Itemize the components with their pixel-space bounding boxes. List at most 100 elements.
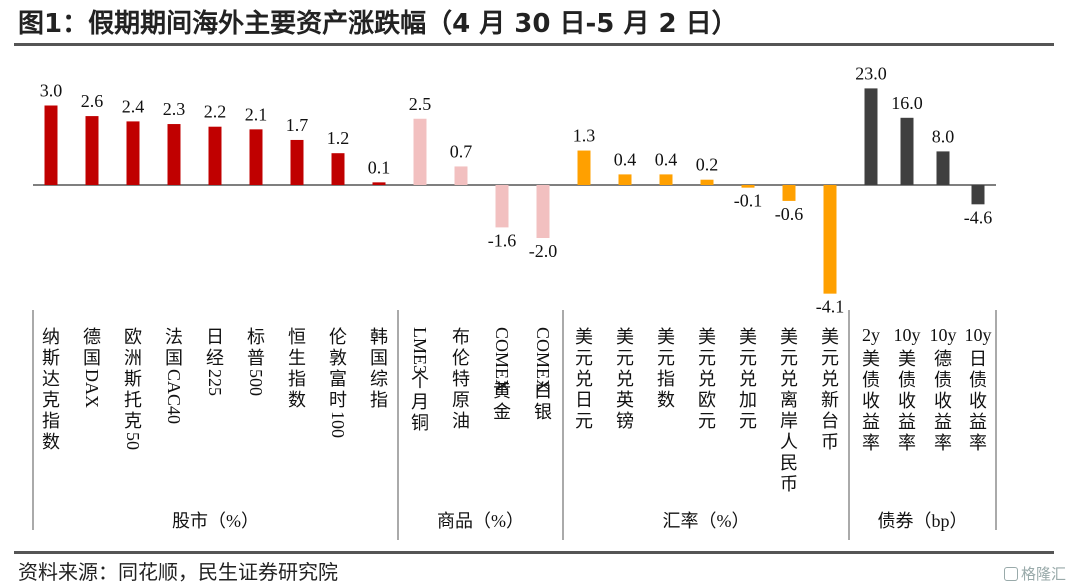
category-label: 元	[575, 348, 593, 368]
category-label: 元	[739, 348, 757, 368]
category-label: 美	[657, 327, 675, 347]
data-label: 16.0	[891, 93, 923, 113]
data-label: 8.0	[932, 126, 955, 146]
category-label: 币	[821, 432, 839, 452]
category-label: 加	[739, 390, 757, 410]
category-label: 银	[534, 402, 552, 422]
category-label: 收	[862, 391, 880, 411]
category-label: 元	[616, 348, 634, 368]
bar-债券-1	[900, 117, 914, 185]
bar-股市-8	[372, 182, 386, 185]
bar-汇率-0	[577, 150, 591, 185]
data-label: 2.2	[204, 102, 227, 122]
category-label: 白	[534, 381, 552, 401]
bar-汇率-1	[618, 174, 632, 185]
category-label: 普	[247, 348, 265, 368]
data-label: 1.2	[327, 128, 350, 148]
category-label: 法	[165, 327, 183, 347]
category-label: 达	[42, 369, 60, 389]
category-label: 益	[862, 412, 880, 432]
data-label: -0.1	[734, 191, 763, 211]
category-label: 综	[370, 369, 388, 389]
bar-股市-5	[249, 129, 263, 185]
category-label: 时	[329, 390, 347, 410]
category-label: 伦	[452, 348, 470, 368]
bar-股市-2	[126, 121, 140, 185]
category-label: 日	[575, 390, 593, 410]
data-label: 2.1	[245, 104, 268, 124]
category-label: 指	[370, 390, 388, 410]
category-label: 率	[934, 433, 952, 453]
category-label: 富	[329, 369, 347, 389]
category-label: 10y	[965, 325, 992, 345]
category-label: 德	[934, 349, 952, 369]
category-label: COMEX	[492, 327, 512, 392]
category-label: 指	[42, 411, 60, 431]
category-label: 欧	[698, 390, 716, 410]
category-label: 金	[493, 402, 511, 422]
category-label: 美	[821, 327, 839, 347]
category-label: 指	[288, 369, 306, 389]
category-label: 兑	[575, 369, 593, 389]
category-label: COMEX	[533, 327, 553, 392]
category-label: 元	[739, 411, 757, 431]
group-label: 商品（%）	[437, 511, 524, 531]
category-label: 率	[969, 433, 987, 453]
category-label: 元	[821, 348, 839, 368]
category-label: 恒	[288, 327, 306, 347]
data-label: -4.1	[816, 297, 845, 317]
category-label: 洲	[124, 348, 142, 368]
watermark: 格隆汇	[1003, 563, 1066, 584]
category-label: 益	[934, 412, 952, 432]
category-label: 克	[124, 411, 142, 431]
category-label: 斯	[124, 369, 142, 389]
bar-汇率-3	[700, 179, 714, 185]
category-label: 2y	[862, 325, 880, 345]
category-label: 月	[411, 392, 429, 412]
category-label: 欧	[124, 327, 142, 347]
title-rule	[14, 43, 1054, 46]
category-label: 兑	[739, 369, 757, 389]
category-label: 纳	[42, 327, 60, 347]
group-label: 债券（bp）	[878, 511, 968, 531]
category-label: 斯	[42, 348, 60, 368]
data-label: 0.7	[450, 141, 473, 161]
category-label: 债	[969, 370, 987, 390]
category-label: 数	[42, 432, 60, 452]
category-label: 收	[898, 391, 916, 411]
bar-商品-3	[536, 185, 550, 238]
watermark-logo-icon	[1003, 566, 1018, 581]
category-label: 兑	[698, 369, 716, 389]
category-label: 美	[780, 327, 798, 347]
category-label: 兑	[821, 369, 839, 389]
category-label: 债	[934, 370, 952, 390]
footer-rule	[14, 551, 1054, 554]
category-label: 元	[575, 411, 593, 431]
category-label: 美	[898, 349, 916, 369]
category-label: 债	[898, 370, 916, 390]
category-label: 数	[288, 390, 306, 410]
bar-债券-3	[971, 185, 985, 205]
category-label: 10y	[930, 325, 957, 345]
bar-汇率-4	[741, 185, 755, 188]
category-label: 50	[123, 432, 143, 450]
category-label: 数	[657, 390, 675, 410]
category-label: 兑	[780, 369, 798, 389]
category-label: 镑	[616, 411, 634, 431]
category-label: 债	[862, 370, 880, 390]
category-label: 元	[780, 348, 798, 368]
category-label: 100	[328, 411, 348, 438]
category-label: 美	[739, 327, 757, 347]
category-label: 美	[575, 327, 593, 347]
category-label: CAC40	[164, 369, 184, 424]
bar-债券-0	[864, 88, 878, 185]
category-label: 国	[165, 348, 183, 368]
data-label: 2.3	[163, 99, 186, 119]
page-title: 图1：假期期间海外主要资产涨跌幅（4 月 30 日-5 月 2 日）	[18, 9, 738, 39]
category-label: 益	[969, 412, 987, 432]
category-label: 台	[821, 411, 839, 431]
category-label: 225	[205, 369, 225, 396]
data-label: 2.6	[81, 91, 104, 111]
category-label: 经	[206, 348, 224, 368]
category-label: 美	[698, 327, 716, 347]
